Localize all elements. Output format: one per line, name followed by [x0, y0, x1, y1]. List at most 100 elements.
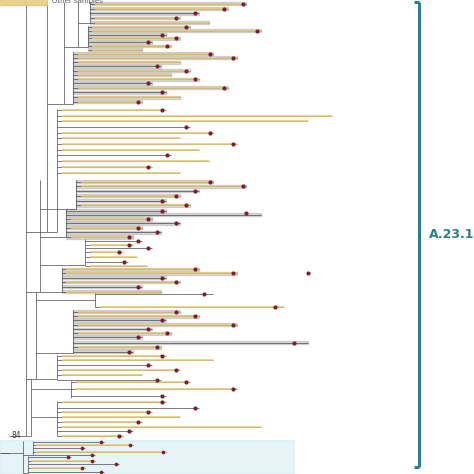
Bar: [76, 204, 190, 207]
Bar: [73, 350, 133, 353]
Point: [88, 457, 96, 465]
Point: [144, 361, 152, 369]
Point: [229, 270, 237, 277]
Point: [158, 31, 166, 38]
Text: A.23.1: A.23.1: [429, 228, 474, 241]
Point: [144, 215, 152, 223]
Bar: [73, 323, 237, 326]
Point: [191, 312, 199, 320]
Bar: [66, 210, 166, 212]
Bar: [73, 310, 180, 313]
Bar: [73, 332, 171, 335]
Point: [158, 274, 166, 282]
Bar: [73, 82, 152, 85]
Point: [163, 152, 171, 159]
Bar: [88, 41, 152, 44]
Bar: [66, 236, 133, 239]
Point: [163, 42, 171, 50]
Bar: [73, 91, 166, 94]
Point: [206, 129, 213, 137]
Point: [182, 201, 190, 209]
Point: [125, 348, 133, 356]
Bar: [66, 231, 161, 234]
Bar: [62, 285, 142, 288]
Point: [206, 178, 213, 185]
Bar: [62, 290, 161, 293]
Point: [304, 269, 312, 276]
Bar: [76, 190, 199, 192]
Point: [243, 210, 250, 217]
Point: [116, 432, 123, 440]
Bar: [76, 194, 180, 197]
Point: [64, 454, 72, 461]
Bar: [90, 12, 199, 15]
Point: [144, 245, 152, 252]
Point: [79, 464, 86, 472]
Bar: [66, 217, 152, 221]
Bar: [66, 222, 180, 225]
Bar: [88, 26, 190, 28]
Bar: [76, 199, 166, 202]
Point: [144, 409, 152, 416]
Point: [144, 38, 152, 46]
Point: [200, 290, 208, 298]
Point: [220, 5, 228, 12]
Point: [154, 63, 161, 70]
Bar: [73, 100, 142, 103]
Text: Other samples: Other samples: [52, 0, 103, 4]
Point: [120, 258, 128, 265]
Point: [239, 0, 246, 8]
Bar: [73, 315, 199, 318]
Bar: [73, 73, 171, 76]
Bar: [73, 69, 190, 72]
Point: [229, 321, 237, 328]
Bar: [73, 96, 180, 99]
Point: [158, 207, 166, 215]
Point: [158, 317, 166, 324]
Point: [158, 399, 166, 406]
Point: [158, 352, 166, 359]
Point: [206, 50, 213, 57]
Bar: [66, 226, 142, 229]
Point: [253, 27, 261, 35]
Point: [173, 14, 180, 22]
Bar: [90, 17, 180, 19]
Bar: [76, 180, 213, 183]
Bar: [0, 440, 294, 474]
Point: [79, 445, 86, 452]
Point: [125, 241, 133, 248]
Point: [135, 283, 142, 291]
Bar: [88, 29, 261, 32]
Bar: [73, 336, 142, 339]
Point: [191, 75, 199, 83]
Bar: [66, 213, 261, 216]
Bar: [73, 328, 152, 330]
Point: [158, 107, 166, 114]
Point: [229, 385, 237, 392]
Bar: [73, 52, 213, 55]
Point: [158, 392, 166, 400]
Text: 84: 84: [12, 431, 21, 440]
Bar: [90, 21, 209, 24]
Point: [158, 89, 166, 96]
Point: [112, 460, 119, 468]
Point: [173, 192, 180, 200]
Point: [182, 23, 190, 31]
Bar: [73, 61, 180, 64]
Point: [290, 339, 298, 347]
Bar: [90, 2, 246, 5]
Point: [135, 224, 142, 231]
Point: [98, 438, 105, 446]
Point: [191, 265, 199, 273]
Point: [126, 441, 134, 449]
Bar: [62, 281, 180, 283]
Point: [98, 468, 105, 474]
Bar: [0, 0, 47, 5]
Bar: [73, 56, 237, 59]
Point: [144, 325, 152, 333]
Point: [173, 219, 180, 227]
Point: [135, 98, 142, 106]
Bar: [73, 319, 166, 322]
Point: [173, 308, 180, 316]
Point: [182, 67, 190, 74]
